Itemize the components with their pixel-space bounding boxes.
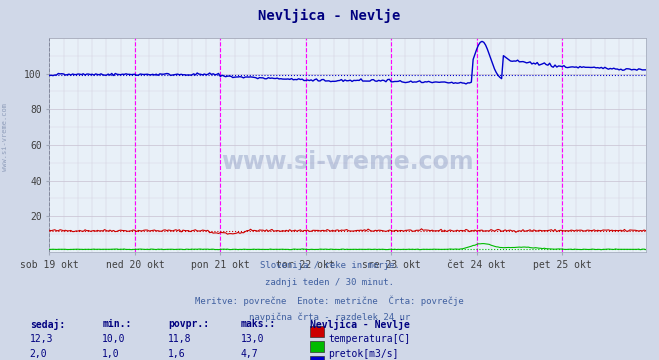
Text: 13,0: 13,0 — [241, 334, 264, 344]
Text: Nevljica - Nevlje: Nevljica - Nevlje — [258, 9, 401, 23]
Text: 1,0: 1,0 — [102, 349, 120, 359]
Text: sedaj:: sedaj: — [30, 319, 65, 330]
Text: 12,3: 12,3 — [30, 334, 53, 344]
Text: Nevljica - Nevlje: Nevljica - Nevlje — [310, 319, 410, 330]
Text: 10,0: 10,0 — [102, 334, 126, 344]
Text: zadnji teden / 30 minut.: zadnji teden / 30 minut. — [265, 278, 394, 287]
Text: 1,6: 1,6 — [168, 349, 186, 359]
Text: temperatura[C]: temperatura[C] — [328, 334, 411, 344]
Text: min.:: min.: — [102, 319, 132, 329]
Text: 2,0: 2,0 — [30, 349, 47, 359]
Text: pretok[m3/s]: pretok[m3/s] — [328, 349, 399, 359]
Text: povpr.:: povpr.: — [168, 319, 209, 329]
Text: 4,7: 4,7 — [241, 349, 258, 359]
Text: maks.:: maks.: — [241, 319, 275, 329]
Text: Slovenija / reke in morje.: Slovenija / reke in morje. — [260, 261, 399, 270]
Text: Meritve: povrečne  Enote: metrične  Črta: povrečje: Meritve: povrečne Enote: metrične Črta: … — [195, 296, 464, 306]
Text: navpična črta - razdelek 24 ur: navpična črta - razdelek 24 ur — [249, 313, 410, 322]
Text: www.si-vreme.com: www.si-vreme.com — [2, 103, 9, 171]
Text: 11,8: 11,8 — [168, 334, 192, 344]
Text: www.si-vreme.com: www.si-vreme.com — [221, 150, 474, 174]
